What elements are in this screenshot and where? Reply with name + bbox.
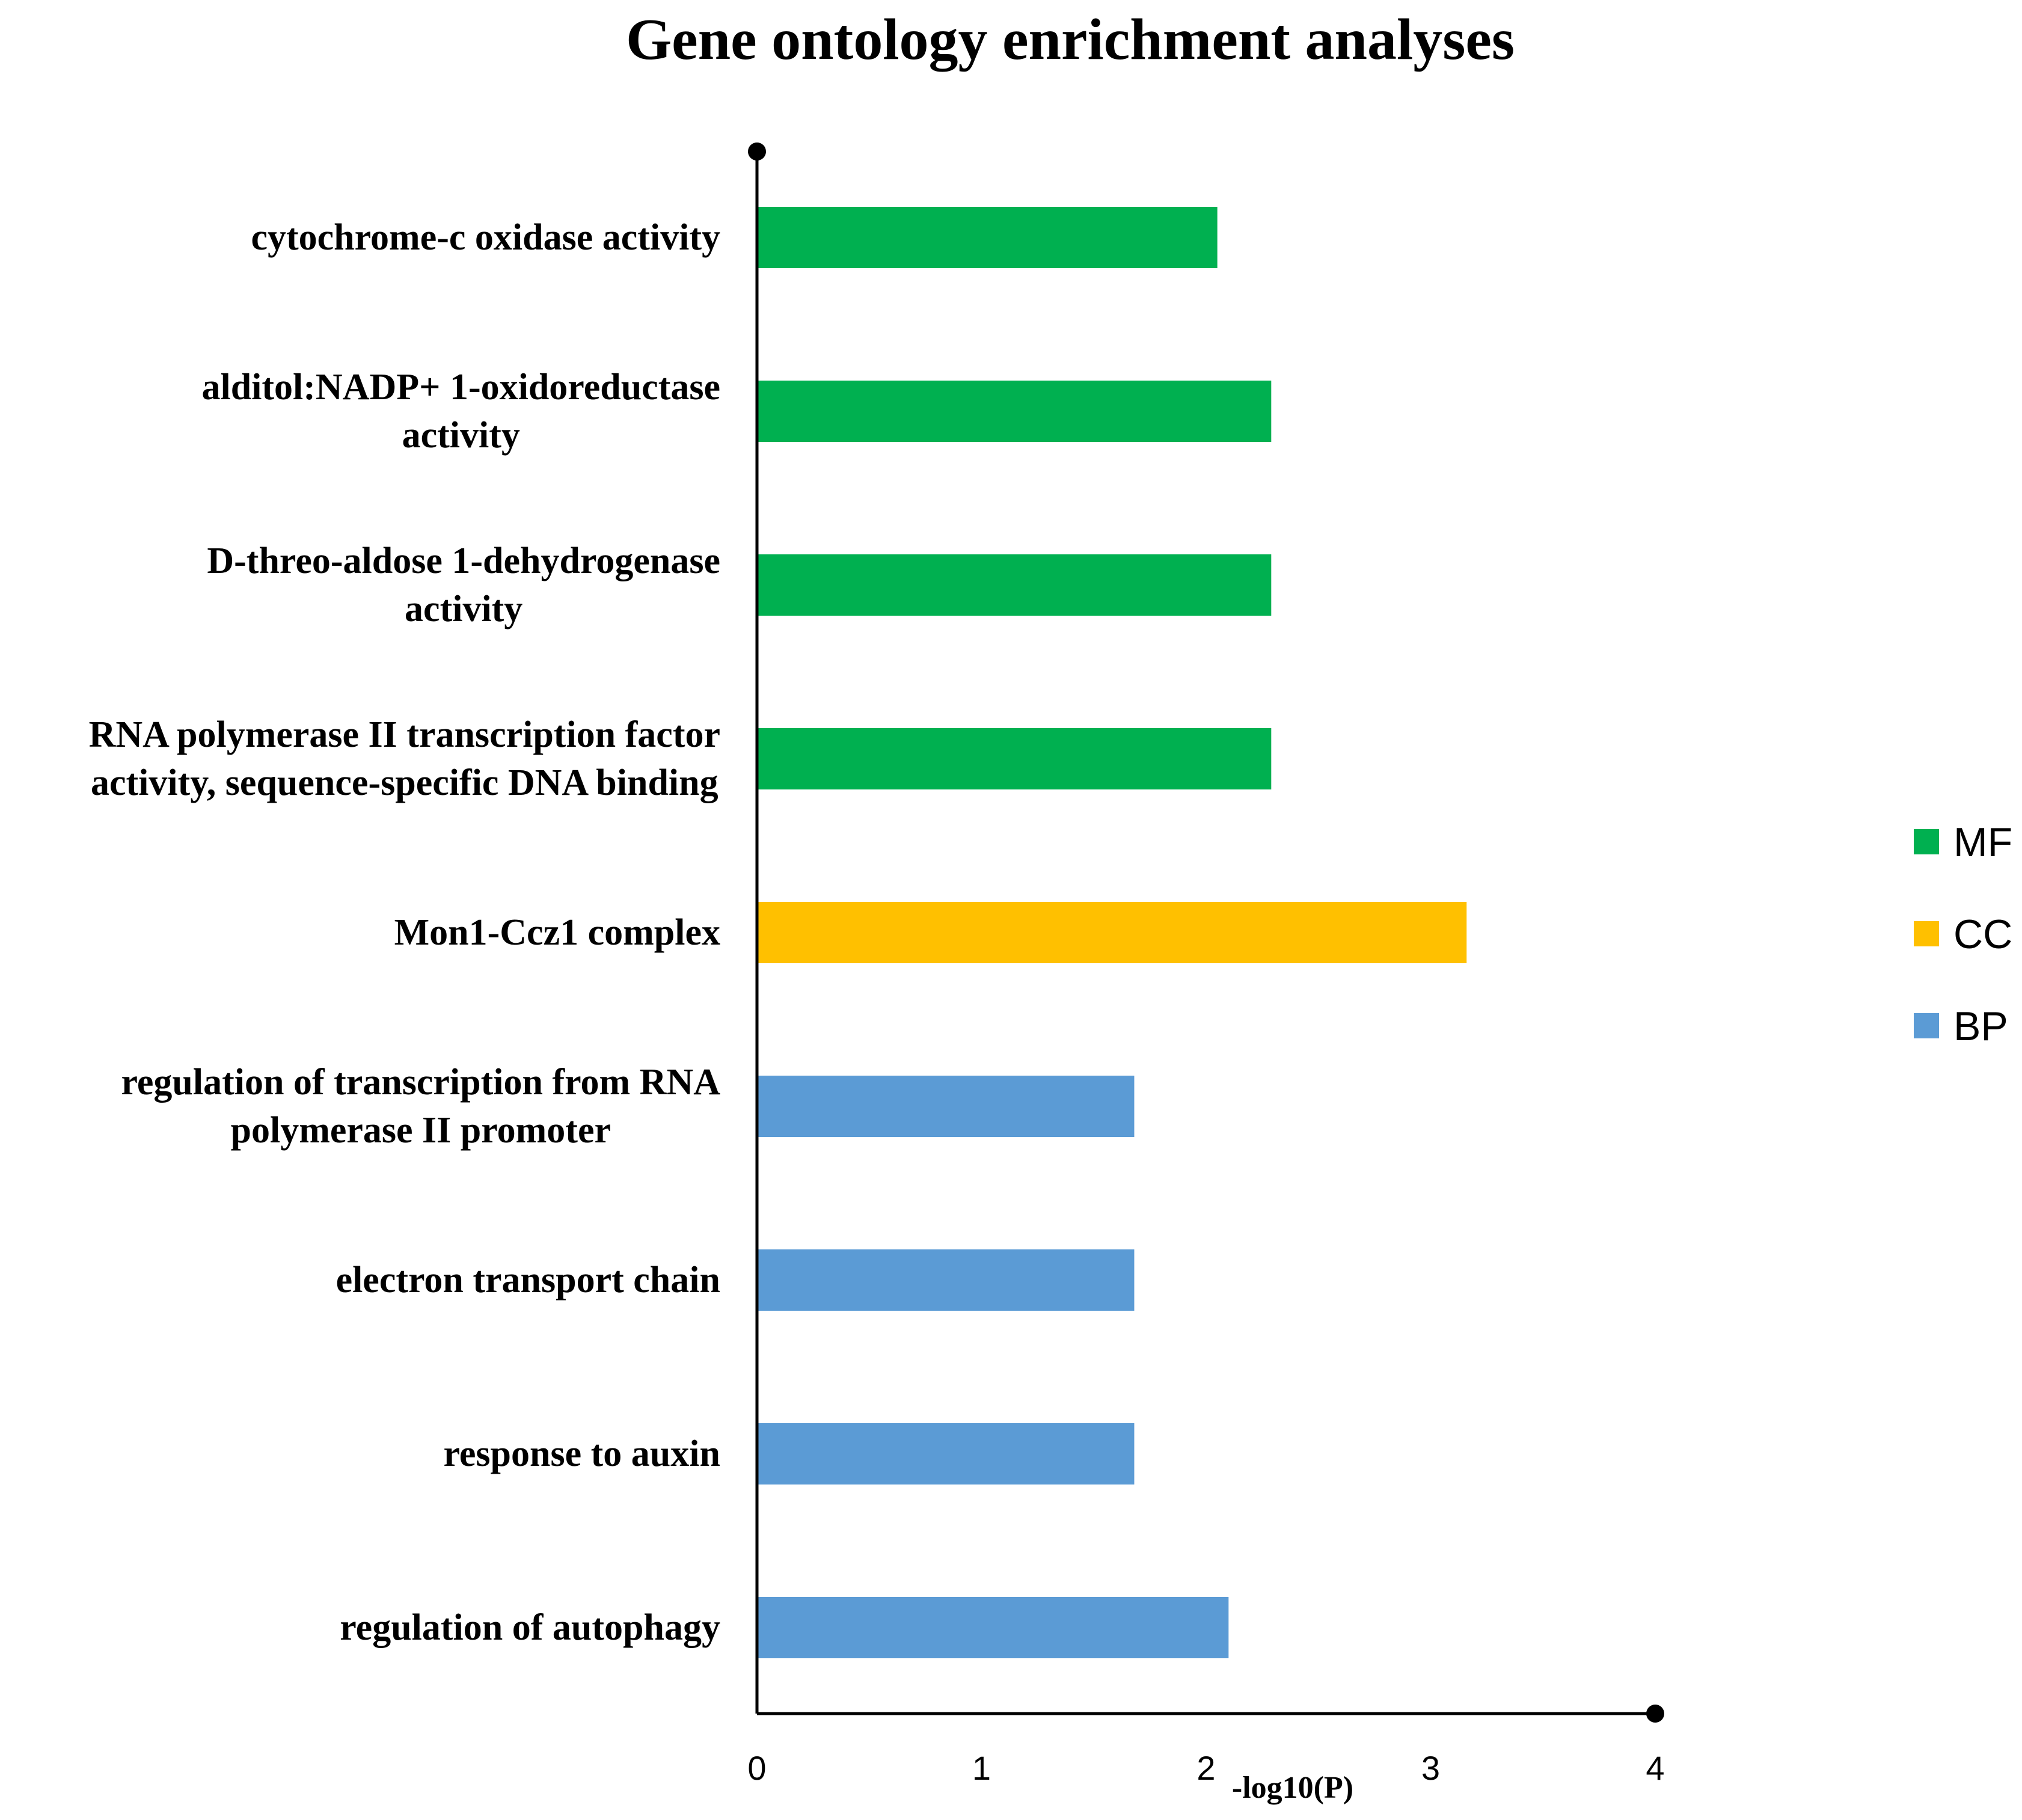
legend-swatch-cc [1914,921,1939,946]
category-label: alditol:NADP+ 1-oxidoreductase activity [201,367,720,456]
category-label-line: Mon1-Ccz1 complex [394,912,720,953]
category-label-line: cytochrome-c oxidase activity [251,217,720,258]
bar-bp [757,1076,1135,1137]
category-label: D-threo-aldose 1-dehydrogenase activity [207,541,720,630]
category-label-line: D-threo-aldose 1-dehydrogenase [207,541,720,581]
x-tick-label: 2 [1196,1749,1215,1787]
category-label: regulation of transcription from RNA poly… [121,1062,720,1151]
legend-swatch-bp [1914,1013,1939,1038]
category-label-line: RNA polymerase II transcription factor [89,714,720,755]
category-label-line: response to auxin [444,1433,721,1474]
y-axis-end-marker [748,142,766,161]
bar-cc [757,902,1467,963]
bar-mf [757,728,1272,789]
category-label: RNA polymerase II transcription factor ac… [89,714,720,803]
category-label: electron transport chain [336,1260,720,1301]
legend-label-bp: BP [1953,1003,2008,1049]
category-labels-group: cytochrome-c oxidase activity alditol:NAD… [89,217,721,1648]
axes-group [748,142,1664,1723]
x-axis-end-marker [1646,1705,1664,1723]
bars-group [757,207,1467,1658]
category-label-line: electron transport chain [336,1260,720,1301]
category-label-line: polymerase II promoter [230,1110,611,1151]
category-label-line: regulation of autophagy [340,1607,720,1648]
bar-mf [757,381,1272,442]
legend: MF CC BP [1914,820,2012,1049]
legend-label-mf: MF [1953,820,2012,865]
category-label: regulation of autophagy [340,1607,720,1648]
category-label: cytochrome-c oxidase activity [251,217,720,258]
x-axis-label: -log10(P) [1232,1771,1353,1805]
bar-mf [757,554,1272,616]
x-tick-label: 0 [747,1749,766,1787]
bar-bp [757,1249,1135,1311]
category-label-line: alditol:NADP+ 1-oxidoreductase [201,367,720,408]
bar-bp [757,1597,1229,1658]
category-label-line: activity [402,415,520,456]
category-label-line: regulation of transcription from RNA [121,1062,720,1103]
bar-mf [757,207,1218,268]
x-tick-labels-group: 0 1 2 3 4 [747,1749,1664,1787]
chart-title: Gene ontology enrichment analyses [626,7,1515,72]
legend-label-cc: CC [1953,912,2012,957]
x-tick-label: 3 [1421,1749,1440,1787]
legend-swatch-mf [1914,829,1939,854]
x-tick-label: 1 [972,1749,991,1787]
category-label-line: activity, sequence-specific DNA binding [91,762,718,803]
x-tick-label: 4 [1646,1749,1664,1787]
category-label: Mon1-Ccz1 complex [394,912,720,953]
category-label: response to auxin [444,1433,721,1474]
category-label-line: activity [405,589,522,630]
bar-bp [757,1423,1135,1484]
